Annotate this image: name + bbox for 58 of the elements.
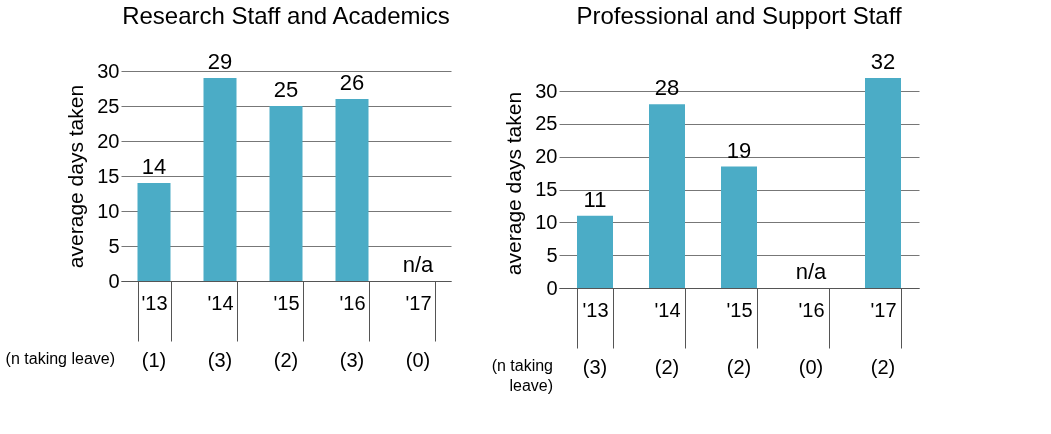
y-tick-label: 0 [546, 276, 558, 299]
y-tick-label: 20 [97, 129, 120, 152]
y-tick-label: 15 [535, 178, 558, 201]
text: (3) [582, 356, 608, 378]
bar [577, 215, 613, 288]
text: (3) [207, 349, 233, 371]
data-label: 32 [870, 49, 896, 74]
text: (0) [405, 349, 431, 371]
text: (n taking leave) [5, 350, 115, 367]
y-tick-label: 25 [535, 112, 558, 135]
x-tick-label: '13 [141, 291, 168, 314]
x-tick-label: '16 [339, 291, 366, 314]
text: (2) [273, 349, 299, 371]
text: (2) [654, 356, 680, 378]
bar [269, 106, 303, 281]
text: (2) [870, 356, 896, 378]
x-tick-label: '17 [870, 298, 897, 321]
y-tick-label: 5 [108, 234, 120, 257]
data-label: n/a [402, 252, 435, 277]
data-label: 26 [339, 70, 365, 95]
bar [721, 166, 757, 288]
bar [137, 183, 171, 281]
text: (0) [798, 356, 824, 378]
data-label: 19 [726, 137, 752, 163]
chart-title: Research Staff and Academics [122, 2, 450, 29]
y-tick-label: 30 [97, 59, 120, 82]
y-axis-title: average days taken [64, 84, 88, 269]
chart-title: Professional and Support Staff [576, 2, 902, 29]
y-axis-title: average days taken [502, 91, 526, 276]
bar [649, 104, 685, 288]
y-tick-label: 10 [97, 199, 120, 222]
x-tick-label: '16 [798, 298, 825, 321]
x-tick-label: '14 [207, 291, 234, 314]
x-tick-label: '14 [654, 298, 681, 321]
y-tick-label: 10 [535, 210, 558, 233]
bar [865, 78, 901, 288]
y-tick-label: 15 [97, 164, 120, 187]
text: (2) [726, 356, 752, 378]
text: (1) [141, 349, 167, 371]
y-tick-label: 30 [535, 79, 558, 102]
y-tick-label: 5 [546, 243, 558, 266]
text: (3) [339, 349, 365, 371]
bar [335, 99, 369, 281]
bar [203, 78, 237, 281]
x-tick-label: '13 [582, 298, 609, 321]
text: (n taking leave) [491, 357, 553, 394]
x-tick-label: '15 [273, 291, 300, 314]
data-label: 29 [207, 49, 233, 74]
y-tick-label: 20 [535, 145, 558, 168]
y-tick-label: 25 [97, 94, 120, 117]
data-label: 14 [141, 154, 167, 179]
data-label: 25 [273, 77, 299, 102]
y-tick-label: 0 [108, 269, 120, 292]
data-label: 28 [654, 75, 680, 101]
data-label: 11 [583, 186, 607, 212]
data-label: n/a [795, 259, 828, 284]
x-tick-label: '15 [726, 298, 753, 321]
x-tick-label: '17 [405, 291, 432, 314]
